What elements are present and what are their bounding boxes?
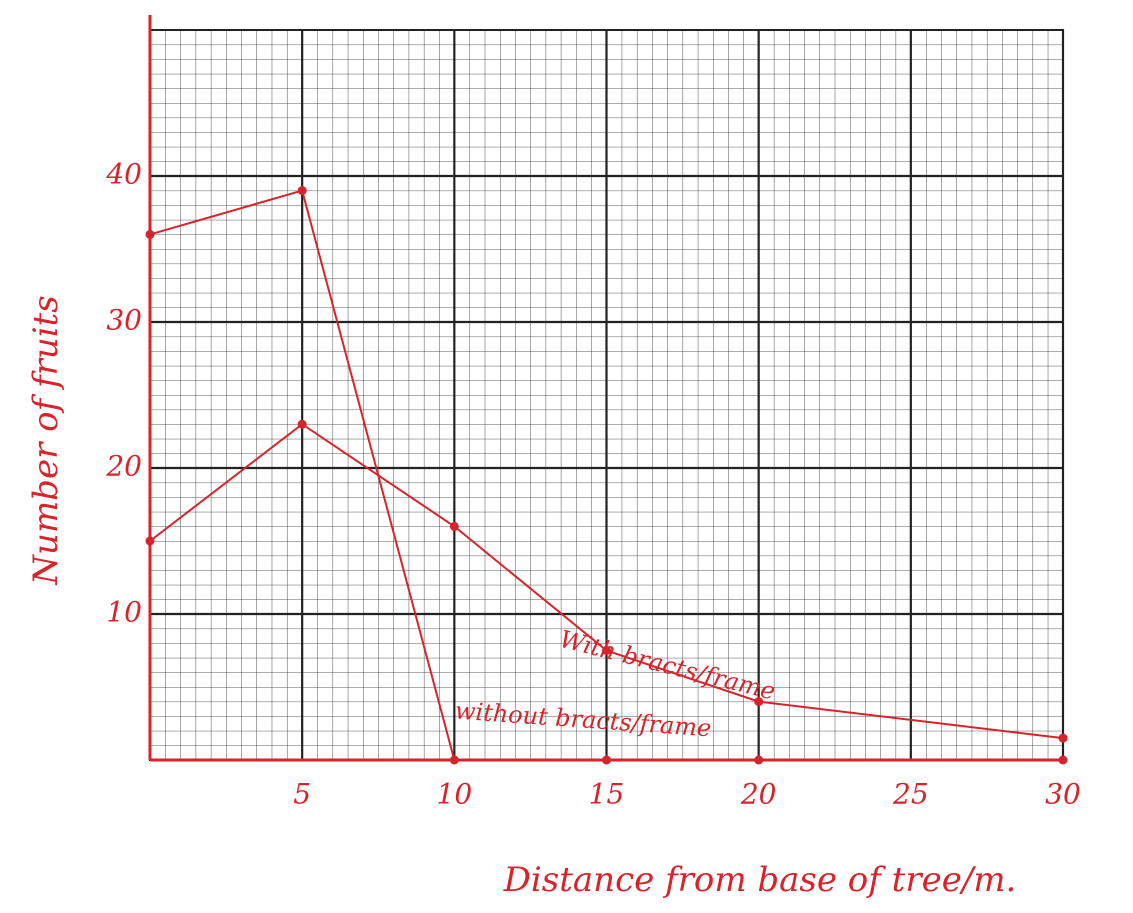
data-point (754, 756, 763, 765)
x-tick-label: 10 (437, 778, 473, 811)
y-tick-label: 20 (105, 450, 142, 483)
x-tick-label: 5 (293, 778, 311, 811)
data-point (602, 756, 611, 765)
chart: Distance from base of tree/m. Number of … (0, 0, 1133, 909)
data-point (146, 230, 155, 239)
data-point (1059, 734, 1068, 743)
y-tick-label: 10 (106, 596, 142, 629)
data-point (1059, 756, 1068, 765)
y-axis-title: Number of fruits (26, 295, 66, 585)
data-point (146, 537, 155, 546)
data-point (450, 756, 459, 765)
data-point (450, 522, 459, 531)
x-tick-label: 25 (892, 778, 929, 811)
data-point (298, 186, 307, 195)
y-tick-label: 30 (106, 304, 142, 337)
y-tick-label: 40 (105, 158, 142, 191)
data-point (298, 420, 307, 429)
x-axis-title: Distance from base of tree/m. (503, 860, 1017, 900)
x-tick-label: 20 (740, 778, 777, 811)
x-tick-label: 15 (589, 778, 625, 811)
x-tick-label: 30 (1045, 778, 1081, 811)
